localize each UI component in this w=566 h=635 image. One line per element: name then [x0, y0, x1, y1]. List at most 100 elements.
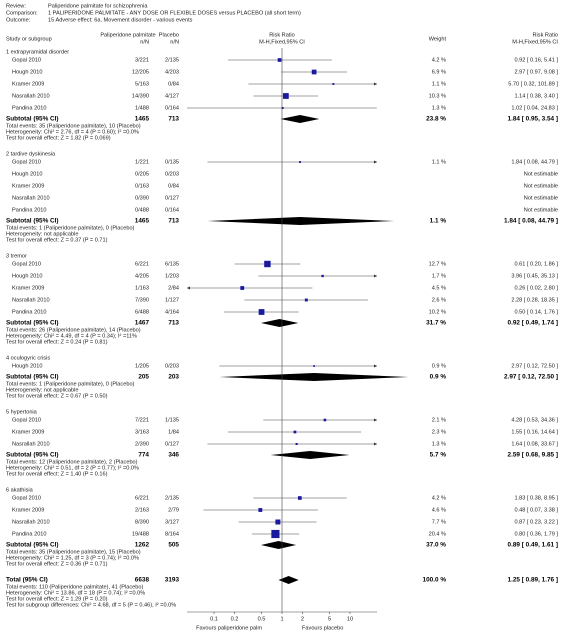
note: Heterogeneity: Chi² = 0.51, df = 2 (P = …: [6, 465, 139, 471]
study-name: Hough 2010: [12, 69, 42, 75]
header-label: Review:: [6, 3, 26, 9]
exp-value: 19/488: [132, 531, 149, 537]
weight: 10.2 %: [429, 309, 446, 315]
ctl-value: 4/164: [165, 309, 179, 315]
note: Heterogeneity: Chi² = 4.49, df = 4 (P = …: [6, 333, 137, 339]
exp-value: 12/205: [132, 69, 149, 75]
favours-right: Favours placebo: [302, 625, 343, 631]
study-name: Pandina 2010: [12, 207, 47, 213]
header-value: 1 PALIPERIDONE PALMITATE - ANY DOSE OR F…: [48, 10, 301, 16]
column-header: n/N: [170, 39, 179, 45]
effect: 4.28 [ 0.53, 34.36 ]: [511, 417, 558, 423]
ci-arrow: [374, 274, 377, 278]
weight: 5.7 %: [430, 452, 447, 459]
study-box: [275, 519, 281, 525]
effect: 2.28 [ 0.28, 18.35 ]: [511, 297, 558, 303]
study-name: Kramer 2009: [12, 81, 44, 87]
favours-left: Favours paliperidone palm: [196, 625, 262, 631]
group-title: 2 tardive dyskinesia: [6, 151, 56, 157]
study-name: Hough 2010: [12, 171, 42, 177]
column-header: Weight: [429, 36, 447, 42]
ctl-value: 0/84: [168, 81, 179, 87]
exp-value: 6638: [135, 577, 150, 584]
weight: 100.0 %: [423, 577, 447, 584]
weight: 2.1 %: [432, 417, 446, 423]
study-box: [264, 260, 271, 268]
study-box: [240, 286, 245, 290]
note: Heterogeneity: Chi² = 13.86, df = 18 (P …: [6, 590, 145, 596]
ci-arrow: [374, 82, 377, 86]
ctl-value: 1/135: [165, 417, 179, 423]
effect: 1.55 [ 0.16, 14.64 ]: [511, 429, 558, 435]
study-box: [323, 418, 327, 422]
group-title: 4 oculogyric crisis: [6, 355, 50, 361]
study-name: Gopal 2010: [12, 495, 41, 501]
effect: 0.80 [ 0.36, 1.79 ]: [514, 531, 558, 537]
exp-value: 6/221: [135, 261, 149, 267]
ctl-value: 713: [168, 218, 179, 225]
weight: 10.3 %: [429, 93, 446, 99]
study-name: Gopal 2010: [12, 261, 41, 267]
column-header: Placebo: [159, 32, 179, 38]
study-box: [299, 161, 301, 163]
header-label: Outcome:: [6, 17, 31, 23]
subtotal-label: Subtotal (95% CI): [6, 374, 59, 381]
subtotal-label: Subtotal (95% CI): [6, 218, 59, 225]
effect: Not estimable: [524, 195, 558, 201]
subtotal-label: Subtotal (95% CI): [6, 116, 59, 123]
study-name: Nasrallah 2010: [12, 297, 50, 303]
x-tick-label: 2: [301, 616, 304, 622]
study-name: Pandina 2010: [12, 309, 47, 315]
study-name: Nasrallah 2010: [12, 93, 50, 99]
ctl-value: 0/127: [165, 195, 179, 201]
summary-diamond: [260, 541, 297, 549]
ctl-value: 8/164: [165, 531, 179, 537]
ctl-value: 713: [168, 116, 179, 123]
exp-value: 1465: [135, 116, 150, 123]
note: Test for overall effect: Z = 0.67 (P = 0…: [6, 393, 108, 399]
effect: 2.97 [ 0.12, 72.50 ]: [511, 363, 558, 369]
weight: 4.2 %: [432, 495, 446, 501]
study-name: Gopal 2010: [12, 159, 41, 165]
note: Test for overall effect: Z = 1.40 (P = 0…: [6, 471, 108, 477]
effect: 1.64 [ 0.08, 33.67 ]: [511, 441, 558, 447]
note: Test for overall effect: Z = 0.37 (P = 0…: [6, 237, 108, 243]
exp-value: 774: [138, 452, 149, 459]
study-box: [271, 529, 280, 539]
note: Total events: 1 (Paliperidone palmitate)…: [6, 381, 135, 387]
ctl-value: 0/135: [165, 159, 179, 165]
exp-value: 8/390: [135, 519, 149, 525]
weight: 0.9 %: [430, 374, 447, 381]
ctl-value: 2/79: [168, 507, 179, 513]
study-box: [295, 442, 298, 446]
weight: 1.3 %: [432, 441, 446, 447]
exp-value: 14/390: [132, 93, 149, 99]
effect: 1.02 [ 0.04, 24.83 ]: [511, 105, 558, 111]
weight: 0.9 %: [432, 363, 446, 369]
study-box: [304, 298, 308, 302]
subtotal-label: Total (95% CI): [6, 577, 48, 584]
exp-value: 3/221: [135, 57, 149, 63]
weight: 4.6 %: [432, 507, 446, 513]
exp-value: 1/221: [135, 159, 149, 165]
effect: 1.84 [ 0.08, 44.79 ]: [511, 159, 558, 165]
study-box: [297, 496, 302, 500]
subtotal-label: Subtotal (95% CI): [6, 320, 59, 327]
ctl-value: 1/203: [165, 273, 179, 279]
study-name: Pandina 2010: [12, 105, 47, 111]
summary-diamond: [270, 451, 350, 459]
ci-arrow: [374, 364, 377, 368]
weight: 6.9 %: [432, 69, 446, 75]
ctl-value: 713: [168, 320, 179, 327]
study-name: Nasrallah 2010: [12, 195, 50, 201]
exp-value: 3/163: [135, 429, 149, 435]
summary-diamond: [207, 217, 395, 225]
study-box: [281, 106, 284, 110]
effect: 5.70 [ 0.32, 101.89 ]: [508, 81, 558, 87]
exp-value: 0/205: [135, 171, 149, 177]
group-title: 1 extrapyramidal disorder: [6, 49, 69, 55]
ctl-value: 0/127: [165, 441, 179, 447]
note: Total events: 110 (Paliperidone palmitat…: [6, 584, 143, 590]
study-name: Kramer 2009: [12, 429, 44, 435]
